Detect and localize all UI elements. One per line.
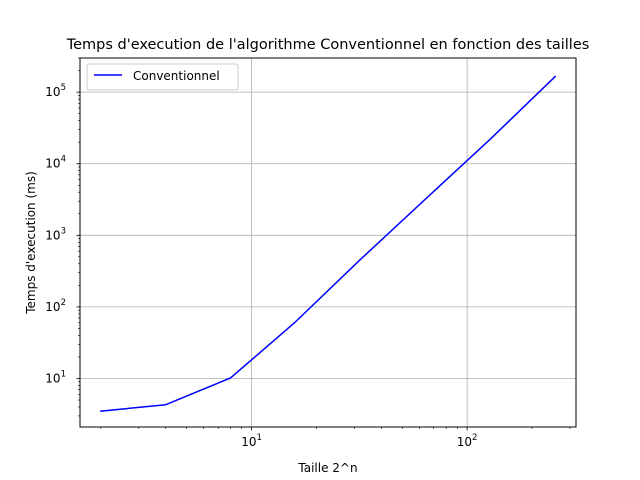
y-tick-exponent: 3 xyxy=(61,226,66,236)
x-tick-base: 10 xyxy=(457,435,472,449)
y-axis-label: Temps d'execution (ms) xyxy=(24,171,38,315)
y-tick-exponent: 5 xyxy=(61,83,66,93)
x-tick-base: 10 xyxy=(241,435,256,449)
y-tick-exponent: 1 xyxy=(61,369,66,379)
chart-title: Temps d'execution de l'algorithme Conven… xyxy=(66,37,590,53)
legend-label-conventionnel: Conventionnel xyxy=(133,69,220,83)
y-tick-label: 102 xyxy=(45,298,66,314)
y-tick-label: 105 xyxy=(45,83,66,99)
y-tick-base: 10 xyxy=(45,157,60,171)
y-tick-exponent: 2 xyxy=(61,298,66,308)
legend-box xyxy=(86,63,239,91)
y-tick-base: 10 xyxy=(45,300,60,314)
series-line-conventionnel xyxy=(100,75,557,412)
plot-frame xyxy=(79,57,577,428)
series-layer xyxy=(100,75,557,412)
x-tick-exponent: 1 xyxy=(256,433,261,443)
legend: Conventionnel xyxy=(86,63,239,91)
y-tick-base: 10 xyxy=(45,371,60,385)
x-axis-label: Taille 2^n xyxy=(297,461,357,475)
x-tick-label: 101 xyxy=(241,433,262,449)
y-tick-label: 101 xyxy=(45,369,66,385)
y-tick-label: 103 xyxy=(45,226,66,242)
x-tick-exponent: 2 xyxy=(472,433,477,443)
grid-lines xyxy=(80,58,576,427)
y-tick-base: 10 xyxy=(45,85,60,99)
y-tick-base: 10 xyxy=(45,228,60,242)
y-tick-label: 104 xyxy=(45,155,66,171)
x-tick-label: 102 xyxy=(457,433,478,449)
y-tick-exponent: 4 xyxy=(61,155,66,165)
